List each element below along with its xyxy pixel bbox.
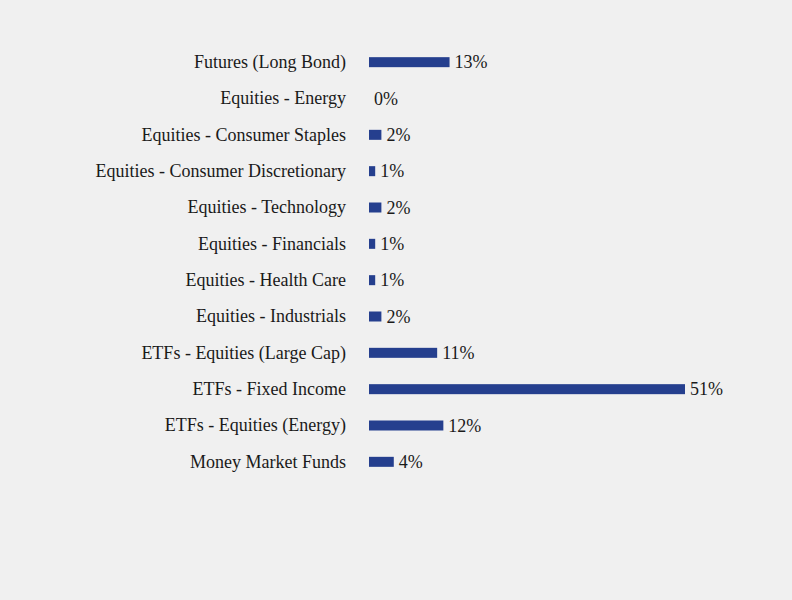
- tick: Equities - Technology: [188, 197, 346, 217]
- tick: Money Market Funds: [190, 452, 346, 472]
- bar: [369, 130, 381, 140]
- data-label: 2%: [386, 125, 410, 145]
- chart-svg: Futures (Long Bond) Equities - Energy Equi…: [0, 0, 792, 600]
- data-labels: 13% 0% 2% 1% 2% 1% 1% 2% 11% 51% 12% 4%: [374, 52, 723, 472]
- bars: [369, 57, 685, 467]
- tick: Equities - Energy: [220, 88, 346, 108]
- tick: Equities - Consumer Staples: [142, 125, 346, 145]
- data-label: 51%: [690, 379, 723, 399]
- bar: [369, 94, 370, 104]
- data-label: 1%: [380, 270, 404, 290]
- data-label: 2%: [386, 307, 410, 327]
- chart-container: Futures (Long Bond) Equities - Energy Equi…: [0, 0, 792, 600]
- bar: [369, 421, 443, 431]
- data-label: 2%: [386, 198, 410, 218]
- bar: [369, 348, 437, 358]
- tick-label: Equities - Consumer Discretionary: [96, 161, 346, 181]
- tick-label: ETFs - Equities (Large Cap): [141, 343, 346, 364]
- data-label: 13%: [455, 52, 488, 72]
- tick: Equities - Financials: [198, 234, 346, 254]
- tick: Equities - Consumer Discretionary: [96, 161, 346, 181]
- tick: Equities - Industrials: [196, 306, 346, 326]
- tick-label: Futures (Long Bond): [194, 52, 346, 73]
- tick-label: Equities - Health Care: [186, 270, 346, 290]
- background: [0, 0, 792, 600]
- tick: ETFs - Equities (Large Cap): [141, 343, 346, 364]
- tick: Equities - Health Care: [186, 270, 346, 290]
- data-label: 4%: [399, 452, 423, 472]
- bar: [369, 57, 450, 67]
- tick: ETFs - Equities (Energy): [165, 415, 346, 436]
- tick-label: Equities - Industrials: [196, 306, 346, 326]
- data-label: 1%: [380, 234, 404, 254]
- data-label: 12%: [448, 416, 481, 436]
- data-label: 11%: [442, 343, 474, 363]
- data-label: 0%: [374, 89, 398, 109]
- bar: [369, 239, 375, 249]
- bar: [369, 203, 381, 213]
- tick-label: Equities - Financials: [198, 234, 346, 254]
- tick-label: Equities - Technology: [188, 197, 346, 217]
- bar: [369, 166, 375, 176]
- tick-label: ETFs - Equities (Energy): [165, 415, 346, 436]
- tick: Futures (Long Bond): [194, 52, 346, 73]
- tick-label: Equities - Consumer Staples: [142, 125, 346, 145]
- tick: ETFs - Fixed Income: [193, 379, 346, 399]
- bar: [369, 275, 375, 285]
- bar: [369, 384, 685, 394]
- tick-label: Equities - Energy: [220, 88, 346, 108]
- bar: [369, 312, 381, 322]
- category-axis: Futures (Long Bond) Equities - Energy Equi…: [96, 52, 346, 472]
- tick-label: Money Market Funds: [190, 452, 346, 472]
- tick-label: ETFs - Fixed Income: [193, 379, 346, 399]
- data-label: 1%: [380, 161, 404, 181]
- bar: [369, 457, 394, 467]
